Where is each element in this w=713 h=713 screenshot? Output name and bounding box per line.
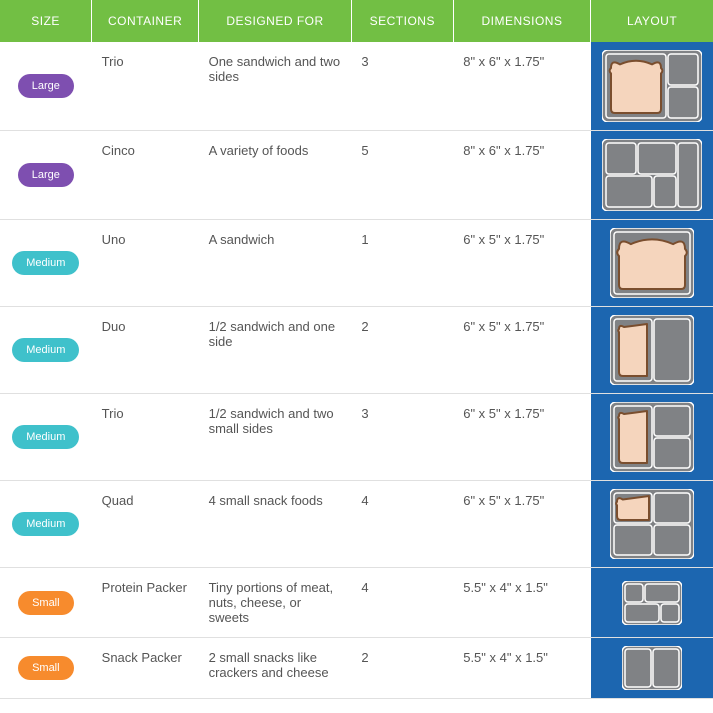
designed-for-cell: 2 small snacks like crackers and cheese (199, 638, 352, 699)
layout-diagram-icon (610, 489, 694, 559)
layout-diagram-icon (610, 228, 694, 298)
layout-diagram-icon (602, 50, 702, 122)
sections-cell: 3 (351, 394, 453, 481)
dimensions-cell: 5.5" x 4" x 1.5" (453, 568, 591, 638)
container-cell: Cinco (92, 131, 199, 220)
layout-diagram-icon (602, 139, 702, 211)
layout-cell (591, 394, 713, 481)
designed-for-cell: 4 small snack foods (199, 481, 352, 568)
designed-for-cell: Tiny portions of meat, nuts, cheese, or … (199, 568, 352, 638)
sections-cell: 4 (351, 481, 453, 568)
layout-cell (591, 568, 713, 638)
layout-cell (591, 220, 713, 307)
table-row: Medium Trio1/2 sandwich and two small sid… (0, 394, 713, 481)
dimensions-cell: 6" x 5" x 1.75" (453, 481, 591, 568)
size-cell: Large (0, 42, 92, 131)
size-pill: Medium (12, 425, 79, 449)
designed-for-cell: One sandwich and two sides (199, 42, 352, 131)
dimensions-cell: 6" x 5" x 1.75" (453, 307, 591, 394)
layout-cell (591, 307, 713, 394)
table-header-row: SIZE CONTAINER DESIGNED FOR SECTIONS DIM… (0, 0, 713, 42)
table-body: LargeTrioOne sandwich and two sides38" x… (0, 42, 713, 699)
container-cell: Duo (92, 307, 199, 394)
size-cell: Small (0, 568, 92, 638)
size-pill: Medium (12, 338, 79, 362)
designed-for-cell: 1/2 sandwich and one side (199, 307, 352, 394)
container-cell: Protein Packer (92, 568, 199, 638)
table-row: Small Protein PackerTiny portions of meat… (0, 568, 713, 638)
layout-diagram-icon (610, 402, 694, 472)
col-header-layout: LAYOUT (591, 0, 713, 42)
size-cell: Medium (0, 394, 92, 481)
table-row: Small Snack Packer2 small snacks like cra… (0, 638, 713, 699)
table-row: Medium Quad4 small snack foods46" x 5" x … (0, 481, 713, 568)
size-cell: Large (0, 131, 92, 220)
container-cell: Uno (92, 220, 199, 307)
designed-for-cell: A variety of foods (199, 131, 352, 220)
size-cell: Medium (0, 307, 92, 394)
layout-cell (591, 42, 713, 131)
size-pill: Medium (12, 512, 79, 536)
dimensions-cell: 6" x 5" x 1.75" (453, 220, 591, 307)
sections-cell: 2 (351, 638, 453, 699)
sections-cell: 2 (351, 307, 453, 394)
designed-for-cell: A sandwich (199, 220, 352, 307)
table-row: Medium Duo1/2 sandwich and one side26" x … (0, 307, 713, 394)
dimensions-cell: 8" x 6" x 1.75" (453, 131, 591, 220)
sections-cell: 3 (351, 42, 453, 131)
size-pill: Medium (12, 251, 79, 275)
dimensions-cell: 5.5" x 4" x 1.5" (453, 638, 591, 699)
layout-cell (591, 481, 713, 568)
size-pill: Small (18, 656, 74, 680)
sections-cell: 5 (351, 131, 453, 220)
layout-cell (591, 638, 713, 699)
col-header-container: CONTAINER (92, 0, 199, 42)
col-header-sections: SECTIONS (351, 0, 453, 42)
sections-cell: 4 (351, 568, 453, 638)
col-header-dimensions: DIMENSIONS (453, 0, 591, 42)
layout-cell (591, 131, 713, 220)
dimensions-cell: 6" x 5" x 1.75" (453, 394, 591, 481)
sections-cell: 1 (351, 220, 453, 307)
size-pill: Small (18, 591, 74, 615)
col-header-size: SIZE (0, 0, 92, 42)
layout-diagram-icon (610, 315, 694, 385)
container-cell: Trio (92, 394, 199, 481)
layout-diagram-icon (622, 581, 682, 625)
container-cell: Trio (92, 42, 199, 131)
size-cell: Small (0, 638, 92, 699)
size-cell: Medium (0, 220, 92, 307)
designed-for-cell: 1/2 sandwich and two small sides (199, 394, 352, 481)
container-cell: Quad (92, 481, 199, 568)
size-cell: Medium (0, 481, 92, 568)
size-pill: Large (18, 74, 74, 98)
table-row: Large CincoA variety of foods58" x 6" x 1… (0, 131, 713, 220)
layout-diagram-icon (622, 646, 682, 690)
container-comparison-table: SIZE CONTAINER DESIGNED FOR SECTIONS DIM… (0, 0, 713, 699)
col-header-designed: DESIGNED FOR (199, 0, 352, 42)
dimensions-cell: 8" x 6" x 1.75" (453, 42, 591, 131)
table-row: Large TrioOne sandwich and two sides38" x… (0, 42, 713, 131)
container-cell: Snack Packer (92, 638, 199, 699)
table-row: Medium UnoA sandwich16" x 5" x 1.75" (0, 220, 713, 307)
size-pill: Large (18, 163, 74, 187)
